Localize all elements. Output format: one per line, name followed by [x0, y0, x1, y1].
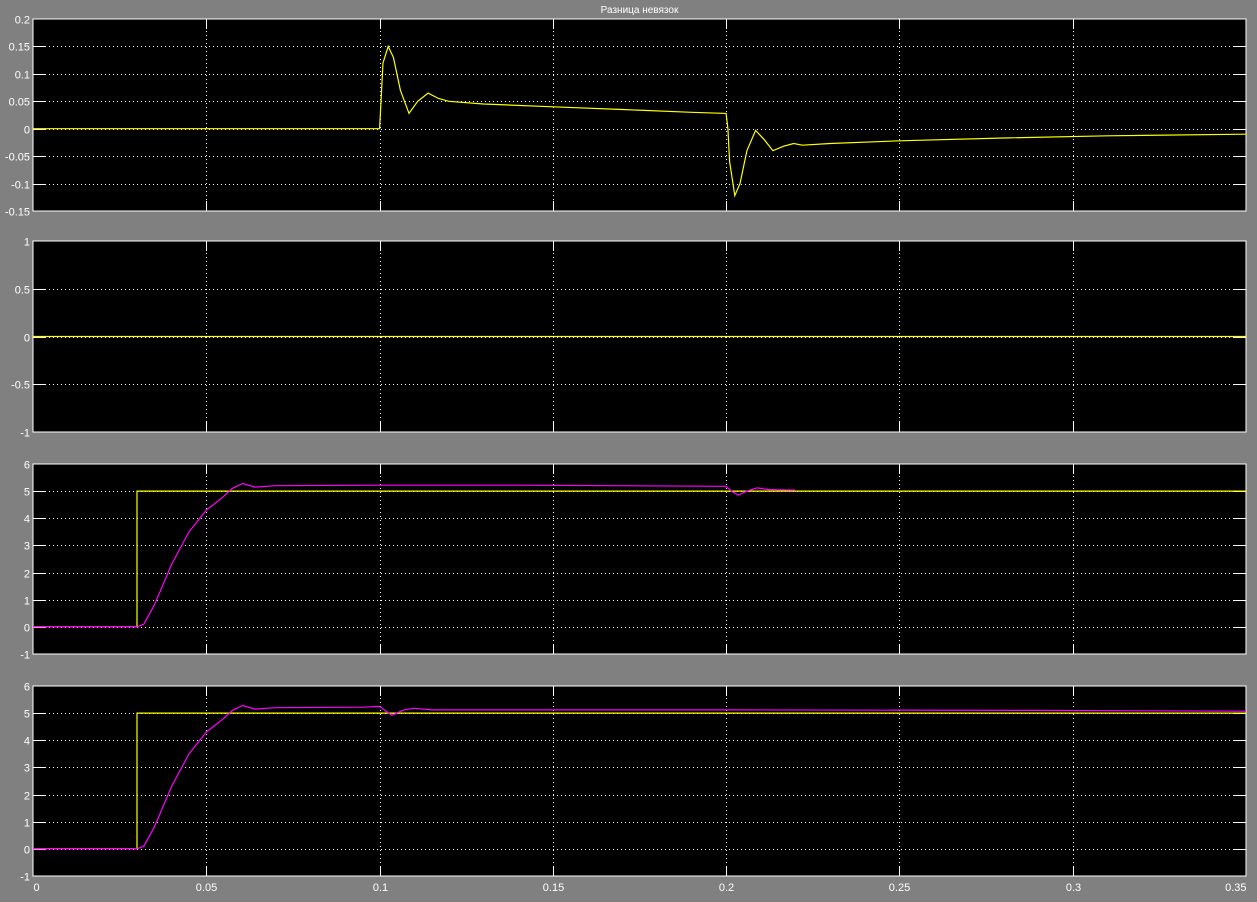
y-tick-label: 4	[24, 736, 30, 748]
x-tick-label: 0.25	[889, 882, 910, 894]
y-tick-label: 1	[24, 596, 30, 608]
y-tick-label: 3	[24, 541, 30, 553]
y-tick-label: 0.1	[15, 70, 30, 82]
y-tick-label: 5	[24, 487, 30, 499]
subplot-3: -1 0 1 2 3 4 5 6	[20, 460, 1247, 662]
y-tick-label: 0.15	[9, 42, 30, 54]
axes-background	[32, 685, 1247, 877]
y-tick-label: -0.05	[5, 152, 30, 164]
y-tick-label: 3	[24, 763, 30, 775]
y-tick-label: -0.1	[11, 180, 30, 192]
x-tick-label: 0.1	[373, 882, 388, 894]
y-tick-label: 2	[24, 569, 30, 581]
y-tick-label: -1	[20, 650, 30, 662]
x-tick-label: 0.3	[1066, 882, 1081, 894]
axes-background	[32, 18, 1247, 212]
y-tick-label: 5	[24, 709, 30, 721]
series-line-1	[33, 44, 1247, 198]
y-tick-label: -1	[20, 872, 30, 884]
y-tick-label: 0.05	[9, 97, 30, 109]
y-tick-label: -0.5	[11, 380, 30, 392]
y-tick-label: 0.5	[15, 285, 30, 297]
x-tick-label: 0.15	[543, 882, 564, 894]
y-tick-label: 6	[24, 460, 30, 472]
y-tick-label: 4	[24, 514, 30, 526]
y-tick-label: 1	[24, 818, 30, 830]
y-tick-label: 0	[24, 333, 30, 345]
x-tick-label: 0.05	[196, 882, 217, 894]
subplot-1: -0.15 -0.1 -0.05 0 0.05 0.1 0.15 0.2 Разница нев…	[5, 5, 1247, 219]
x-tick-label: 0.35	[1225, 882, 1246, 894]
x-tick-label: 0	[34, 882, 40, 894]
y-tick-label: 0.2	[15, 15, 30, 27]
series-line-2	[33, 482, 796, 628]
plot-title: Разница невязок	[601, 5, 679, 16]
y-tick-label: -1	[20, 428, 30, 440]
subplot-2: -1 -0.5 0 0.5 1	[11, 237, 1247, 440]
subplot-4: 0 0.05 0.1 0.15 0.2 0.25 0.3 0.35 -1 0 1 2 3 4 5 6	[20, 682, 1247, 894]
series-line-2	[33, 704, 1247, 850]
y-tick-label: 0	[24, 125, 30, 137]
y-tick-label: 2	[24, 791, 30, 803]
y-tick-label: 6	[24, 682, 30, 694]
y-tick-label: 1	[24, 237, 30, 249]
x-tick-label: 0.2	[719, 882, 734, 894]
y-tick-label: 0	[24, 845, 30, 857]
axes-background	[32, 463, 1247, 655]
y-tick-label: 0	[24, 623, 30, 635]
y-tick-label: -0.15	[5, 207, 30, 219]
